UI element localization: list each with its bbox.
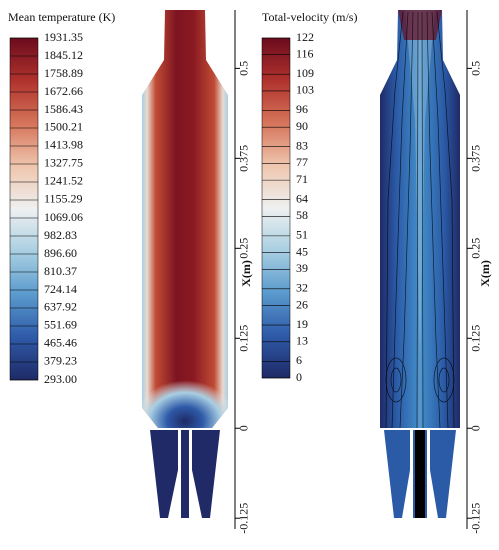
colorbar-tick-label: 1069.06 xyxy=(44,210,83,224)
colorbar-tick-label: 1413.98 xyxy=(44,138,83,152)
colorbar-tick-label: 77 xyxy=(296,155,308,169)
colorbar-tick-label: 1500.21 xyxy=(44,120,83,134)
y-axis-label: X(m) xyxy=(478,260,492,287)
y-tick-label: 0 xyxy=(469,425,483,431)
colorbar-tick-label: 116 xyxy=(296,46,314,60)
colorbar-tick-label: 379.23 xyxy=(44,354,77,368)
colorbar-tick-label: 293.00 xyxy=(44,372,77,386)
colorbar-tick-label: 83 xyxy=(296,138,308,152)
colorbar-tick-label: 982.83 xyxy=(44,228,77,242)
colorbar xyxy=(261,37,291,379)
colorbar-tick-label: 90 xyxy=(296,119,308,133)
colorbar-tick-label: 1758.89 xyxy=(44,66,83,80)
colorbar-tick-label: 39 xyxy=(296,261,308,275)
y-tick-label: -0.125 xyxy=(469,503,483,534)
colorbar-tick-label: 64 xyxy=(296,191,308,205)
colorbar-tick-label: 1241.52 xyxy=(44,174,83,188)
y-tick-label: 0.375 xyxy=(469,145,483,172)
colorbar-title: Total-velocity (m/s) xyxy=(262,10,357,24)
colorbar-title: Mean temperature (K) xyxy=(8,10,115,24)
colorbar-tick-label: 1586.43 xyxy=(44,102,83,116)
colorbar-tick-label: 122 xyxy=(296,30,314,44)
y-axis-label: X(m) xyxy=(239,260,253,287)
y-tick-label: 0.125 xyxy=(237,325,251,352)
colorbar-tick-label: 551.69 xyxy=(44,318,77,332)
colorbar-tick-label: 637.92 xyxy=(44,300,77,314)
colorbar-tick-label: 1845.12 xyxy=(44,48,83,62)
colorbar-tick-label: 103 xyxy=(296,83,314,97)
colorbar-tick-label: 724.14 xyxy=(44,282,77,296)
velocity-field xyxy=(380,10,460,518)
colorbar-tick-label: 465.46 xyxy=(44,336,77,350)
colorbar-tick-label: 1672.66 xyxy=(44,84,83,98)
colorbar-tick-label: 1327.75 xyxy=(44,156,83,170)
colorbar-tick-label: 109 xyxy=(296,66,314,80)
y-tick-label: 0.5 xyxy=(469,61,483,76)
colorbar-tick-label: 96 xyxy=(296,102,308,116)
colorbar-tick-label: 810.37 xyxy=(44,264,77,278)
colorbar xyxy=(9,37,39,381)
colorbar-tick-label: 45 xyxy=(296,244,308,258)
y-tick-label: -0.125 xyxy=(237,503,251,534)
y-tick-label: 0.125 xyxy=(469,325,483,352)
colorbar-tick-label: 26 xyxy=(296,297,308,311)
colorbar-tick-label: 1155.29 xyxy=(44,192,83,206)
y-tick-label: 0.25 xyxy=(469,238,483,259)
colorbar-tick-label: 6 xyxy=(296,353,302,367)
y-tick-label: 0.375 xyxy=(237,145,251,172)
colorbar-tick-label: 13 xyxy=(296,334,308,348)
colorbar-tick-label: 58 xyxy=(296,208,308,222)
y-tick-label: 0.5 xyxy=(237,61,251,76)
y-tick-label: 0 xyxy=(237,425,251,431)
colorbar-tick-label: 19 xyxy=(296,317,308,331)
colorbar-tick-label: 51 xyxy=(296,228,308,242)
colorbar-tick-label: 896.60 xyxy=(44,246,77,260)
colorbar-tick-label: 1931.35 xyxy=(44,30,83,44)
temperature-field xyxy=(142,10,228,518)
y-tick-label: 0.25 xyxy=(237,238,251,259)
colorbar-tick-label: 0 xyxy=(296,370,302,384)
colorbar-tick-label: 71 xyxy=(296,172,308,186)
colorbar-tick-label: 32 xyxy=(296,281,308,295)
